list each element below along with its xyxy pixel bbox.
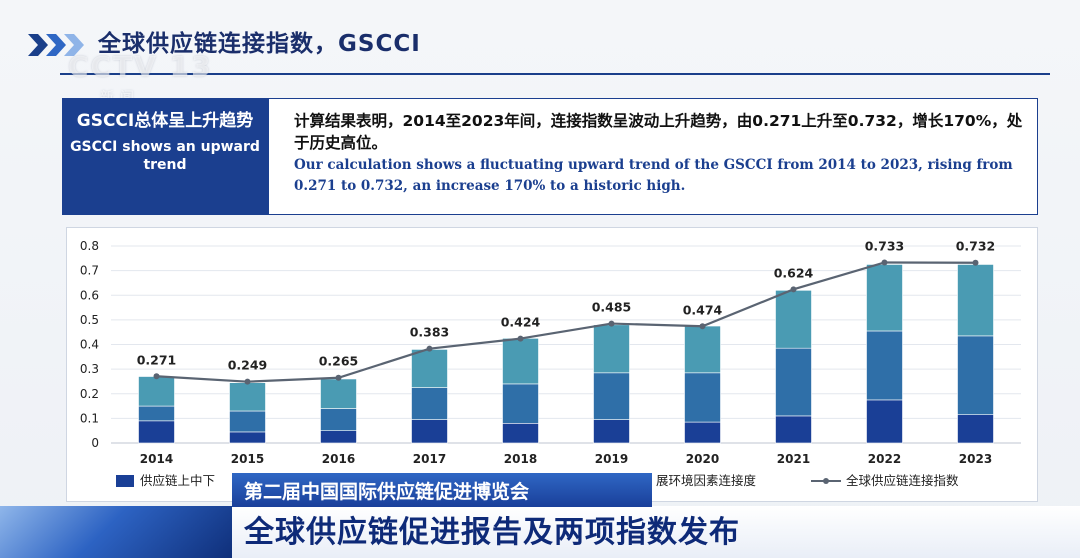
index-line xyxy=(156,261,976,383)
bar-segment xyxy=(229,431,266,444)
index-point xyxy=(153,373,160,380)
news-subheadline-bar xyxy=(232,473,652,507)
news-headline: 全球供应链促进报告及两项指数发布 xyxy=(244,515,740,550)
bar-segment xyxy=(593,372,630,420)
index-point xyxy=(244,378,251,385)
news-subheadline: 第二届中国国际供应链促进博览会 xyxy=(244,481,530,503)
bar-segment xyxy=(684,421,721,444)
x-tick-label: 2023 xyxy=(959,452,992,466)
stacked-bar-line-chart: 0 0.1 0.2 0.3 0.4 0.5 0.6 0.7 0.8 2014 2015 2016 201… xyxy=(80,238,1021,488)
bar-segment xyxy=(502,383,539,424)
cctv-watermark-logo: CCTV 13 xyxy=(68,50,213,83)
data-label: 0.249 xyxy=(228,358,268,373)
bar-segment xyxy=(866,330,903,401)
callout-text-en: Our calculation shows a fluctuating upwa… xyxy=(294,157,1013,194)
y-tick-label: 0.6 xyxy=(80,288,99,302)
bar-segment xyxy=(684,372,721,423)
legend-label: 供应链上中下 xyxy=(140,473,215,488)
x-tick-label: 2020 xyxy=(686,452,719,466)
data-label: 0.732 xyxy=(956,239,996,254)
x-tick-label: 2017 xyxy=(413,452,446,466)
bar-segment xyxy=(411,387,448,420)
y-tick-label: 0 xyxy=(91,436,99,450)
y-tick-label: 0.5 xyxy=(80,313,99,327)
index-point xyxy=(790,286,797,293)
y-tick-label: 0.8 xyxy=(80,239,99,253)
index-point xyxy=(972,259,979,266)
bar-segment xyxy=(866,264,903,332)
bar-segment xyxy=(320,378,357,409)
data-label: 0.624 xyxy=(774,265,814,280)
news-ticker-accent xyxy=(0,506,232,558)
bar-segment xyxy=(775,415,812,444)
data-label: 0.485 xyxy=(592,300,632,315)
x-tick-label: 2018 xyxy=(504,452,537,466)
bar-segment xyxy=(229,382,266,412)
y-tick-label: 0.1 xyxy=(80,411,99,425)
index-point xyxy=(608,320,615,327)
bar-segment xyxy=(593,324,630,374)
y-tick-label: 0.2 xyxy=(80,387,99,401)
legend-label: 全球供应链连接指数 xyxy=(846,473,959,488)
bar-segment xyxy=(411,349,448,388)
bar-segment xyxy=(684,325,721,374)
bar-segment xyxy=(502,423,539,444)
bar-segment xyxy=(593,419,630,444)
index-point xyxy=(517,335,524,342)
data-label: 0.424 xyxy=(501,315,541,330)
data-label: 0.474 xyxy=(683,302,723,317)
callout-heading-zh: GSCCI总体呈上升趋势 xyxy=(76,111,254,131)
data-label: 0.733 xyxy=(865,238,905,253)
bar-segment xyxy=(138,405,175,422)
callout-heading: GSCCI总体呈上升趋势 GSCCI shows an upward trend xyxy=(62,98,268,215)
x-tick-label: 2016 xyxy=(322,452,355,466)
x-tick-label: 2014 xyxy=(140,452,173,466)
legend-swatch xyxy=(116,475,134,487)
index-point xyxy=(699,323,706,330)
legend-line-marker xyxy=(823,478,829,484)
x-tick-label: 2015 xyxy=(231,452,264,466)
data-label: 0.383 xyxy=(410,325,450,340)
page-title: 全球供应链连接指数，GSCCI xyxy=(98,31,421,57)
bar-segment xyxy=(957,335,994,415)
bar-segment xyxy=(320,430,357,444)
bar-segment xyxy=(866,399,903,444)
bar-segment xyxy=(411,419,448,444)
y-tick-label: 0.4 xyxy=(80,338,99,352)
bar-segment xyxy=(138,420,175,444)
callout-body xyxy=(268,98,1038,215)
index-point xyxy=(335,374,342,381)
bar-segment xyxy=(775,347,812,417)
bar-segment xyxy=(229,410,266,433)
y-tick-label: 0.3 xyxy=(80,362,99,376)
index-point xyxy=(881,259,888,266)
bar-segment xyxy=(775,290,812,349)
title-divider xyxy=(60,73,1050,75)
bar-segment xyxy=(502,338,539,385)
bar-segment xyxy=(320,408,357,431)
bar-segment xyxy=(957,414,994,444)
x-tick-label: 2022 xyxy=(868,452,901,466)
x-tick-label: 2019 xyxy=(595,452,628,466)
bar-segment xyxy=(138,376,175,407)
index-point xyxy=(426,345,433,352)
callout-heading-en: GSCCI shows an upward trend xyxy=(70,139,260,173)
bar-segment xyxy=(957,264,994,337)
x-tick-label: 2021 xyxy=(777,452,810,466)
triple-chevron-right-icon xyxy=(28,34,84,56)
data-label: 0.271 xyxy=(137,352,177,367)
legend-label: 展环境因素连接度 xyxy=(656,473,757,488)
data-label: 0.265 xyxy=(319,354,359,369)
y-tick-label: 0.7 xyxy=(80,264,99,278)
callout-text-zh: 计算结果表明，2014至2023年间，连接指数呈波动上升趋势，由0.271上升至… xyxy=(294,112,1023,152)
